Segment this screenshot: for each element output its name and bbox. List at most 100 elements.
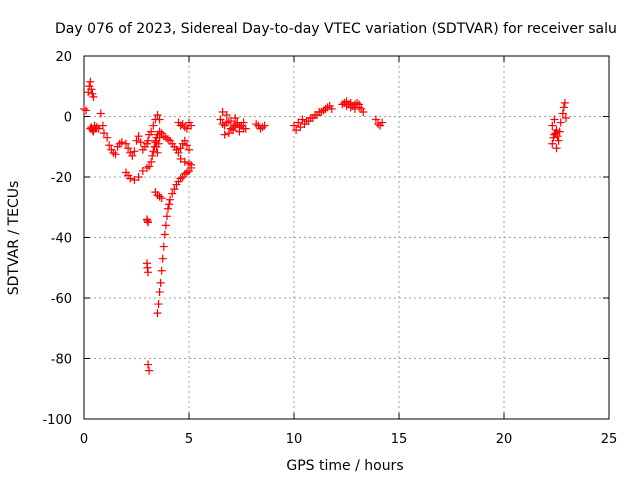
- x-tick-label: 15: [391, 432, 408, 447]
- data-point: [235, 127, 244, 136]
- data-point: [155, 287, 164, 296]
- data-point: [561, 114, 570, 123]
- data-point: [174, 148, 183, 157]
- data-point: [304, 117, 313, 126]
- y-axis-label: SDTVAR / TECUs: [6, 181, 22, 296]
- data-point: [132, 136, 141, 145]
- data-point: [216, 115, 225, 124]
- data-point: [126, 174, 135, 183]
- data-point: [148, 151, 157, 160]
- data-point: [144, 218, 153, 227]
- data-point: [156, 278, 165, 287]
- data-point: [165, 200, 174, 209]
- data-point: [552, 144, 561, 153]
- y-tick-label: 0: [64, 111, 72, 126]
- data-point: [233, 118, 242, 127]
- data-point: [105, 141, 114, 150]
- data-point: [117, 138, 126, 147]
- data-point: [300, 120, 309, 129]
- data-point: [170, 185, 179, 194]
- data-point: [157, 194, 166, 203]
- data-point: [136, 138, 145, 147]
- data-point: [162, 212, 171, 221]
- data-point: [143, 216, 152, 225]
- data-point: [187, 121, 196, 130]
- data-point: [298, 115, 307, 124]
- data-point: [548, 121, 557, 130]
- y-tick-label: -60: [51, 292, 72, 307]
- axis-ticks: 0 5 10 15 20 25 -100 -80 -60 -40 -20 0 20: [42, 50, 617, 447]
- data-point: [317, 107, 326, 116]
- data-point: [554, 136, 563, 145]
- data-point: [98, 121, 107, 130]
- data-point: [342, 101, 351, 110]
- data-point: [87, 85, 96, 94]
- x-tick-label: 25: [601, 432, 618, 447]
- data-point: [144, 360, 153, 369]
- x-axis-label: GPS time / hours: [286, 458, 403, 474]
- data-point: [153, 110, 162, 119]
- data-point: [89, 92, 98, 101]
- data-point: [155, 115, 164, 124]
- data-point: [155, 133, 164, 142]
- data-point: [153, 309, 162, 318]
- data-point: [182, 141, 191, 150]
- data-point: [111, 150, 120, 159]
- data-point: [147, 127, 156, 136]
- data-point: [560, 98, 569, 107]
- data-point: [180, 136, 189, 145]
- data-point: [325, 101, 334, 110]
- data-point: [145, 162, 154, 171]
- data-point: [143, 263, 152, 272]
- data-point: [218, 107, 227, 116]
- data-point: [134, 173, 143, 181]
- data-point: [558, 109, 567, 118]
- data-point: [313, 110, 322, 119]
- data-point: [553, 132, 562, 141]
- y-tick-label: -20: [51, 171, 72, 186]
- data-point: [82, 106, 91, 115]
- data-point: [154, 300, 163, 309]
- data-point: [124, 144, 133, 153]
- data-point: [321, 104, 330, 113]
- data-points: [80, 77, 570, 375]
- data-point: [182, 124, 191, 133]
- data-point: [96, 109, 105, 118]
- data-point: [122, 139, 130, 148]
- data-point: [164, 204, 172, 213]
- x-tick-label: 10: [286, 432, 303, 447]
- data-point: [292, 126, 301, 135]
- data-point: [149, 121, 158, 130]
- data-point: [158, 254, 167, 263]
- data-point: [371, 115, 380, 124]
- data-point: [153, 148, 162, 157]
- data-point: [166, 195, 175, 204]
- data-point: [187, 160, 196, 169]
- y-tick-label: -100: [42, 413, 72, 428]
- data-point: [154, 139, 163, 148]
- data-point: [296, 123, 305, 132]
- data-point: [103, 133, 112, 142]
- data-point: [350, 104, 359, 113]
- data-point: [157, 266, 166, 275]
- data-point: [556, 118, 565, 127]
- data-point: [185, 145, 193, 154]
- data-point: [359, 107, 368, 116]
- data-point: [161, 221, 170, 230]
- data-point: [147, 157, 156, 166]
- data-point: [290, 121, 298, 130]
- data-point: [231, 114, 240, 123]
- data-point: [176, 154, 185, 163]
- data-point: [128, 151, 137, 160]
- data-point: [294, 118, 303, 127]
- data-point: [159, 242, 168, 251]
- data-point: [548, 139, 557, 148]
- data-point: [550, 115, 559, 124]
- data-point: [378, 118, 387, 127]
- data-point: [86, 77, 95, 86]
- data-point: [239, 124, 248, 133]
- data-point: [138, 166, 147, 175]
- data-point: [220, 130, 229, 139]
